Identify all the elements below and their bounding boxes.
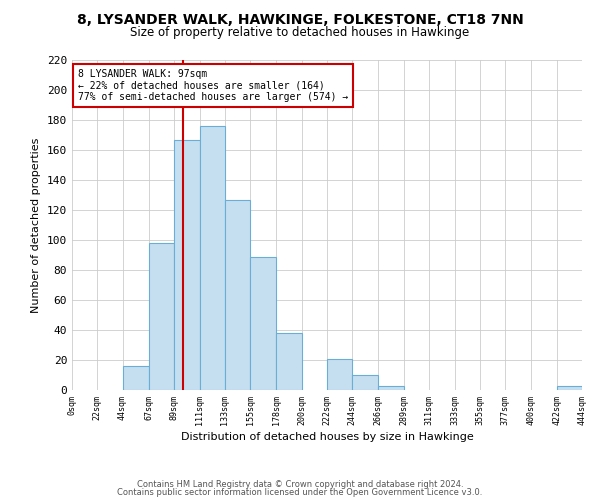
- Bar: [199, 126, 225, 390]
- Bar: [174, 140, 199, 390]
- Text: Contains HM Land Registry data © Crown copyright and database right 2024.: Contains HM Land Registry data © Crown c…: [137, 480, 463, 489]
- Text: 8 LYSANDER WALK: 97sqm
← 22% of detached houses are smaller (164)
77% of semi-de: 8 LYSANDER WALK: 97sqm ← 22% of detached…: [78, 69, 348, 102]
- Bar: [149, 243, 174, 390]
- Text: Contains public sector information licensed under the Open Government Licence v3: Contains public sector information licen…: [118, 488, 482, 497]
- Bar: [122, 366, 149, 390]
- Bar: [277, 333, 302, 390]
- Bar: [377, 386, 404, 390]
- Y-axis label: Number of detached properties: Number of detached properties: [31, 138, 41, 312]
- Text: Size of property relative to detached houses in Hawkinge: Size of property relative to detached ho…: [130, 26, 470, 39]
- X-axis label: Distribution of detached houses by size in Hawkinge: Distribution of detached houses by size …: [181, 432, 473, 442]
- Text: 8, LYSANDER WALK, HAWKINGE, FOLKESTONE, CT18 7NN: 8, LYSANDER WALK, HAWKINGE, FOLKESTONE, …: [77, 12, 523, 26]
- Bar: [225, 200, 250, 390]
- Bar: [250, 256, 277, 390]
- Bar: [327, 358, 352, 390]
- Bar: [557, 386, 582, 390]
- Bar: [352, 375, 377, 390]
